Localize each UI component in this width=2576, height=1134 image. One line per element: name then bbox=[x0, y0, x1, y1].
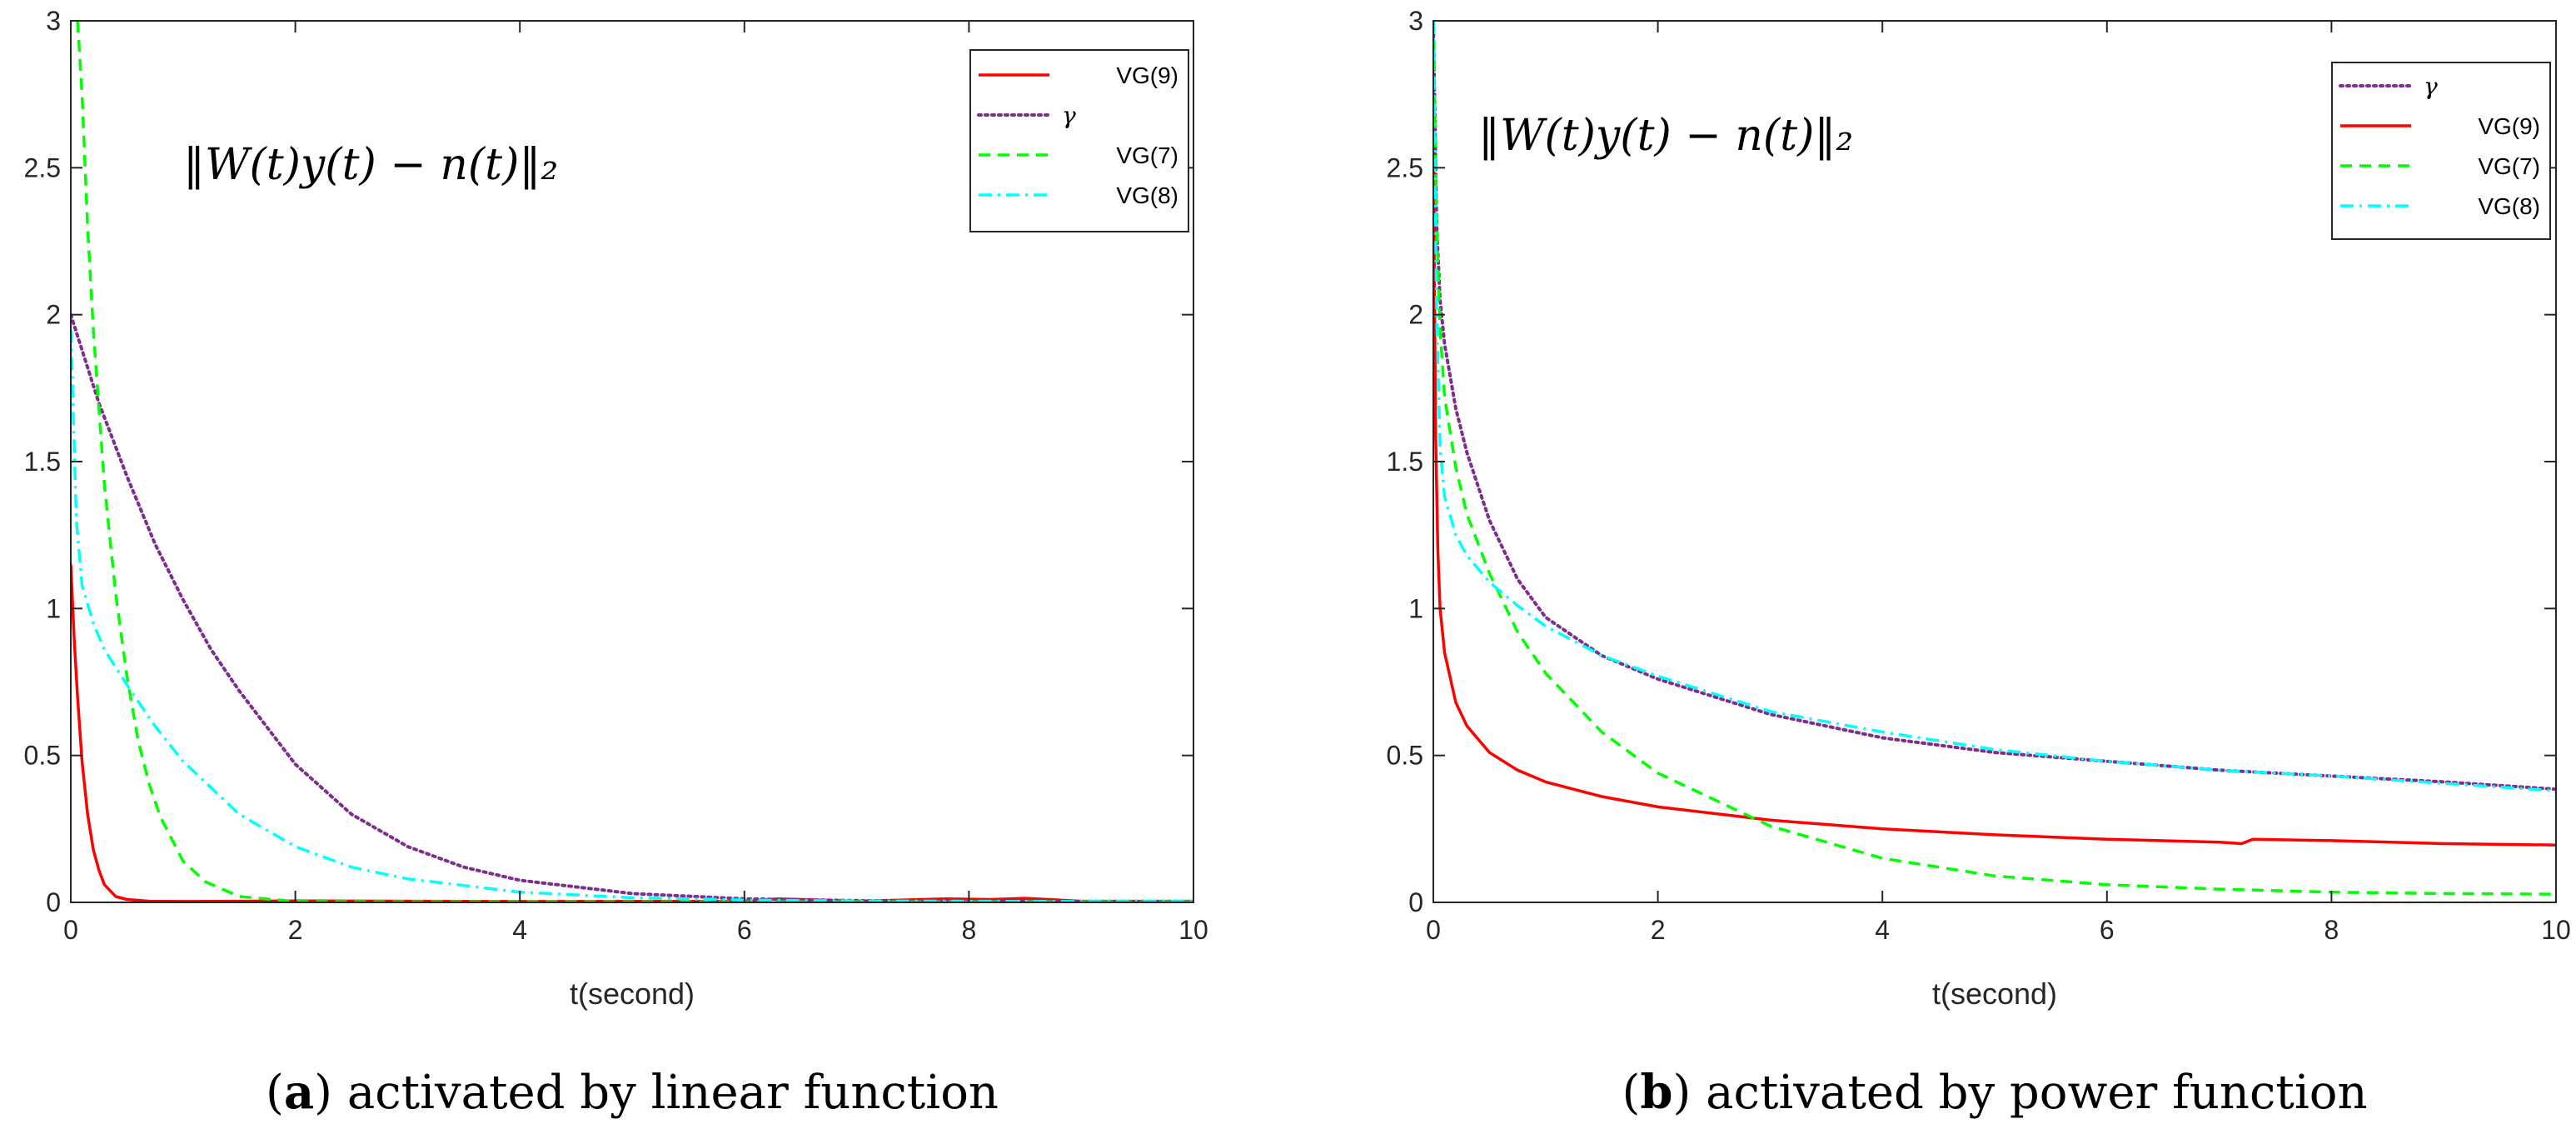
panel-a-xtick-label: 2 bbox=[288, 915, 303, 945]
panel-b-annotation: ‖W(t)y(t) − n(t)‖₂ bbox=[1478, 111, 1853, 161]
panel-b-legend: γ VG(9) VG(7) VG(8) bbox=[2331, 62, 2551, 240]
panel-a-ticks: 0 2 4 6 8 10 0 0.5 1 1.5 2 2.5 3 bbox=[24, 6, 1208, 945]
panel-b-ytick-label: 1.5 bbox=[1387, 447, 1423, 477]
panel-a-xtick-label: 8 bbox=[962, 915, 977, 945]
panel-a-caption: (a) activated by linear function bbox=[266, 1065, 999, 1120]
panel-a-xtick-label: 0 bbox=[63, 915, 78, 945]
panel-b-xtick-label: 4 bbox=[1875, 915, 1890, 945]
panel-a-ytick-label: 2 bbox=[46, 300, 61, 330]
panel-b-series-vg7 bbox=[1433, 21, 2556, 896]
panel-b-series-layer bbox=[1433, 21, 2556, 896]
panel-b-caption-text: activated by power function bbox=[1691, 1066, 2367, 1120]
panel-a-series-layer bbox=[71, 21, 1193, 902]
panel-b-caption-letter: b bbox=[1640, 1065, 1672, 1120]
panel-a-caption-text: activated by linear function bbox=[332, 1066, 999, 1120]
panel-a-legend-label-gamma: γ bbox=[1062, 102, 1076, 129]
panel-a-caption-letter: a bbox=[284, 1065, 314, 1120]
panel-b-legend-label-gamma: γ bbox=[2424, 72, 2438, 100]
panel-a-annotation: ‖W(t)y(t) − n(t)‖₂ bbox=[183, 140, 558, 190]
panel-b-ticks: 0 2 4 6 8 10 0 0.5 1 1.5 2 2.5 3 bbox=[1387, 6, 2571, 945]
panel-a-ytick-label: 1.5 bbox=[24, 447, 61, 477]
panel-a-xtick-label: 4 bbox=[512, 915, 527, 945]
panel-a-ytick-label: 0.5 bbox=[24, 741, 61, 771]
panel-b-series-vg9 bbox=[1433, 138, 2556, 847]
panel-a-ytick-label: 0 bbox=[46, 887, 61, 917]
panel-b-legend-label-vg7: VG(7) bbox=[2478, 153, 2540, 179]
panel-a-series-vg7 bbox=[76, 21, 1193, 902]
panel-a-legend-label-vg7: VG(7) bbox=[1116, 142, 1178, 168]
panel-b-ytick-label: 2 bbox=[1408, 300, 1423, 330]
panel-a: 0 2 4 6 8 10 0 0.5 1 1.5 2 2.5 3 t(second) ‖W(t)y(t)… bbox=[24, 6, 1208, 1120]
panel-a-ytick-label: 2.5 bbox=[24, 152, 61, 182]
panel-b: 0 2 4 6 8 10 0 0.5 1 1.5 2 2.5 3 t(second) ‖W(t)y(t)… bbox=[1387, 6, 2571, 1120]
panel-b-xtick-label: 2 bbox=[1651, 915, 1666, 945]
panel-b-xtick-label: 8 bbox=[2324, 915, 2339, 945]
panel-a-legend-label-vg8: VG(8) bbox=[1116, 182, 1178, 208]
panel-a-ytick-label: 3 bbox=[46, 6, 61, 36]
panel-b-ytick-label: 3 bbox=[1408, 6, 1423, 36]
panel-b-ytick-label: 0.5 bbox=[1387, 741, 1423, 771]
panel-b-ytick-label: 1 bbox=[1408, 593, 1423, 623]
panel-b-xtick-label: 6 bbox=[2100, 915, 2115, 945]
panel-a-series-vg8 bbox=[71, 329, 1193, 902]
panel-b-ytick-label: 2.5 bbox=[1387, 152, 1423, 182]
panel-a-legend: VG(9) γ VG(7) VG(8) bbox=[969, 49, 1189, 232]
panel-a-legend-label-vg9: VG(9) bbox=[1116, 62, 1178, 88]
panel-b-xtick-label: 0 bbox=[1426, 915, 1441, 945]
panel-b-xtick-label: 10 bbox=[2541, 915, 2571, 945]
panel-b-ytick-label: 0 bbox=[1408, 887, 1423, 917]
panel-a-legend-box bbox=[969, 49, 1189, 232]
panel-a-series-vg9 bbox=[71, 564, 1193, 902]
panel-b-legend-box bbox=[2331, 62, 2551, 240]
panel-a-xlabel: t(second) bbox=[570, 977, 695, 1011]
panel-a-ytick-label: 1 bbox=[46, 593, 61, 623]
panel-b-legend-label-vg8: VG(8) bbox=[2478, 193, 2540, 219]
panel-a-xtick-label: 6 bbox=[737, 915, 752, 945]
panel-b-series-vg8 bbox=[1433, 21, 2556, 792]
panel-b-caption: (b) activated by power function bbox=[1622, 1065, 2367, 1120]
panel-b-xlabel: t(second) bbox=[1932, 977, 2057, 1011]
panel-a-xtick-label: 10 bbox=[1178, 915, 1208, 945]
panel-a-series-gamma bbox=[71, 312, 1193, 902]
panel-b-legend-label-vg9: VG(9) bbox=[2478, 113, 2540, 139]
